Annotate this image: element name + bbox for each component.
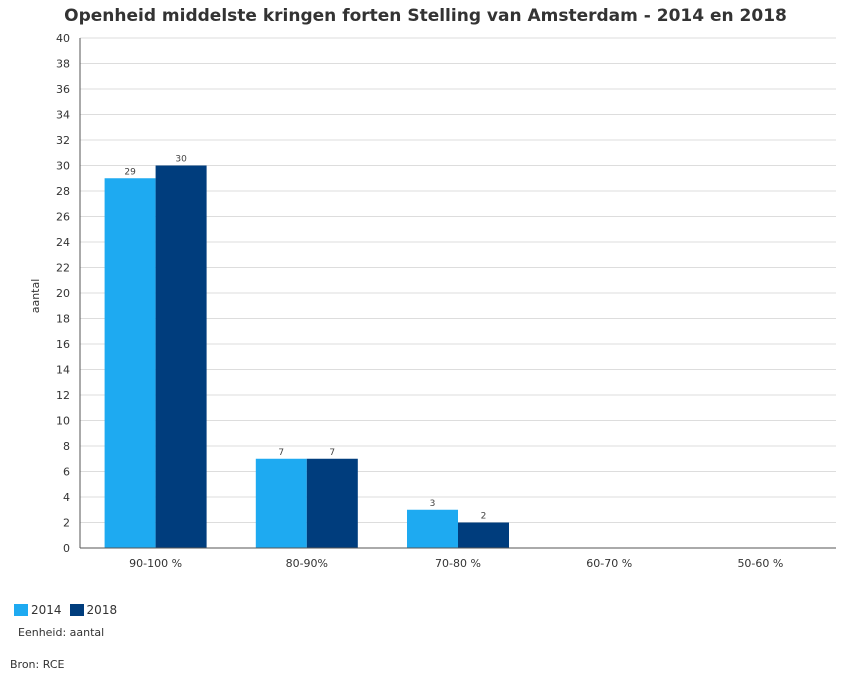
x-tick-label: 90-100 % (129, 557, 182, 570)
bar-2018-0 (155, 165, 207, 548)
y-tick-label: 8 (63, 440, 70, 453)
y-tick-label: 10 (56, 415, 70, 428)
source-note: Bron: RCE (10, 658, 65, 671)
bar-value-label: 7 (329, 448, 335, 458)
legend-label-2014: 2014 (31, 603, 62, 617)
x-tick-label: 50-60 % (737, 557, 783, 570)
bar-value-label: 3 (430, 499, 436, 509)
y-tick-label: 2 (63, 517, 70, 530)
y-tick-label: 30 (56, 160, 70, 173)
y-tick-label: 0 (63, 542, 70, 555)
bar-value-label: 2 (481, 512, 487, 522)
y-axis-label: aantal (29, 279, 42, 314)
legend-swatch-2014 (14, 604, 28, 616)
unit-note: Eenheid: aantal (18, 626, 105, 639)
y-tick-label: 40 (56, 32, 70, 45)
y-tick-label: 12 (56, 389, 70, 402)
bar-value-label: 7 (278, 448, 284, 458)
y-tick-label: 20 (56, 287, 70, 300)
legend-label-2018: 2018 (86, 603, 118, 617)
y-tick-label: 26 (56, 211, 70, 224)
x-tick-label: 80-90% (286, 557, 328, 570)
bar-value-label: 29 (124, 167, 136, 177)
bar-2014-1 (255, 458, 307, 548)
x-tick-label: 60-70 % (586, 557, 632, 570)
legend-item-2018: 2018 (69, 603, 118, 617)
legend-swatch-2018 (69, 604, 84, 616)
y-tick-label: 4 (63, 491, 70, 504)
bar-2014-0 (104, 178, 156, 548)
y-tick-label: 32 (56, 134, 70, 147)
bar-2018-2 (458, 522, 509, 548)
bar-value-label: 30 (175, 155, 187, 165)
legend-item-2014: 2014 (14, 603, 62, 617)
bar-labels: 29 30 7 7 3 2 (124, 155, 486, 522)
y-tick-label: 14 (56, 364, 70, 377)
legend: 2014 2018 (14, 603, 125, 617)
chart-title: Openheid middelste kringen forten Stelli… (64, 6, 787, 26)
y-tick-label: 36 (56, 83, 70, 96)
y-tick-label: 28 (56, 185, 70, 198)
y-tick-label: 34 (56, 109, 70, 122)
x-axis-ticks: 90-100 % 80-90% 70-80 % 60-70 % 50-60 % (129, 557, 783, 570)
bars (104, 165, 509, 548)
y-tick-label: 38 (56, 58, 70, 71)
bar-2014-2 (407, 509, 458, 548)
y-tick-label: 18 (56, 313, 70, 326)
y-tick-label: 22 (56, 262, 70, 275)
x-tick-label: 70-80 % (435, 557, 481, 570)
y-tick-label: 16 (56, 338, 70, 351)
bar-2018-1 (306, 458, 358, 548)
y-tick-label: 6 (63, 466, 70, 479)
y-tick-label: 24 (56, 236, 70, 249)
